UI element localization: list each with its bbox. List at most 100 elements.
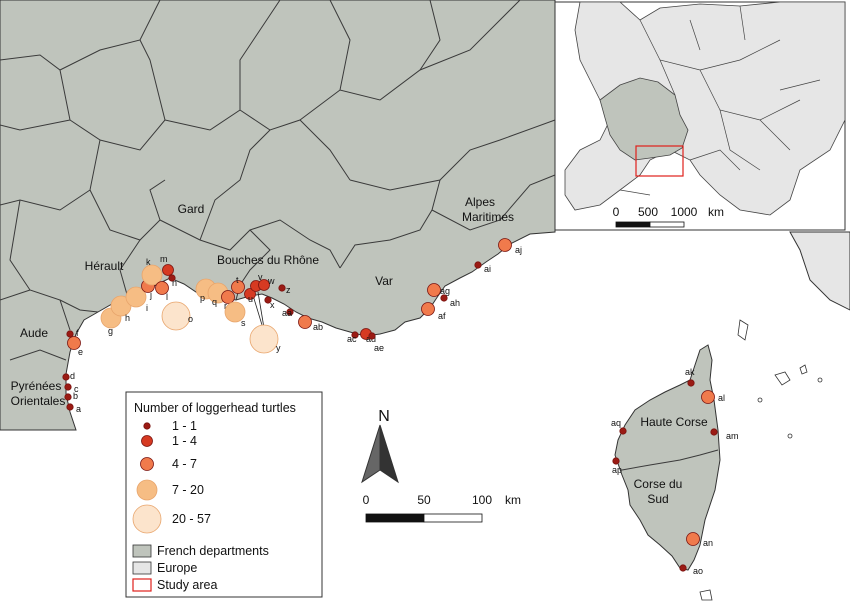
site-label-t: t [236, 275, 239, 285]
scalebar: 0 50 100 km [363, 493, 521, 523]
site-label-ap: ap [612, 465, 622, 475]
inset-borders [619, 5, 821, 196]
site-marker-k [141, 264, 163, 286]
legend-class-label-2: 1 - 4 [172, 434, 197, 448]
north-arrow-label: N [378, 408, 390, 425]
site-marker-m [162, 264, 174, 276]
site-marker-i [125, 286, 147, 308]
site-marker-y [249, 324, 279, 354]
site-label-e: e [78, 347, 83, 357]
site-label-w: w [267, 276, 275, 286]
site-marker-t [231, 280, 245, 294]
region-label-alpes-line2: Maritimes [462, 210, 514, 224]
site-label-a: a [76, 404, 81, 414]
site-marker-n [168, 274, 176, 282]
site-marker-x [264, 296, 272, 304]
region-label-haute-corse: Haute Corse [640, 415, 708, 429]
legend-symbol-4 [136, 479, 158, 501]
site-label-q: q [212, 297, 217, 307]
site-markers: abcdefghijklmnopqrstuvwxyzaaabacadaeafag… [62, 238, 739, 576]
site-label-o: o [188, 314, 193, 324]
site-marker-z [278, 284, 286, 292]
site-label-ae: ae [374, 343, 384, 353]
site-marker-ak [687, 379, 695, 387]
site-marker-af [421, 302, 435, 316]
site-label-j: j [149, 290, 152, 300]
site-label-r: r [224, 301, 227, 311]
legend-symbol-1 [143, 422, 151, 430]
site-label-g: g [108, 326, 113, 336]
site-label-am: am [726, 431, 739, 441]
site-marker-ap [612, 457, 620, 465]
legend-europe: Europe [157, 561, 197, 575]
site-marker-ae [368, 332, 376, 340]
site-marker-e [67, 336, 81, 350]
site-marker-c [64, 383, 72, 391]
site-marker-l [155, 281, 169, 295]
site-marker-a [66, 403, 74, 411]
site-label-ai: ai [484, 264, 491, 274]
region-label-alpes-line1: Alpes [465, 195, 495, 209]
site-label-v: v [258, 272, 263, 282]
site-label-ag: ag [440, 286, 450, 296]
islands [699, 319, 823, 601]
mainland-france [0, 0, 556, 431]
site-marker-an [686, 532, 700, 546]
inset-scale-tick-500: 500 [638, 205, 658, 219]
region-label-pyrenees-line2: Orientales [11, 394, 66, 408]
site-marker-aq [619, 427, 627, 435]
site-marker-ai [474, 261, 482, 269]
legend-symbol-2 [141, 435, 153, 447]
region-label-herault: Hérault [85, 259, 124, 273]
site-label-aa: aa [282, 308, 292, 318]
italy-edge [789, 231, 850, 311]
inset-scale-unit: km [708, 205, 724, 219]
scale-tick-50: 50 [417, 493, 431, 507]
department-borders [0, 0, 556, 361]
site-marker-al [701, 390, 715, 404]
inset-scale-tick-1000: 1000 [671, 205, 698, 219]
site-label-ac: ac [347, 334, 357, 344]
site-label-ao: ao [693, 566, 703, 576]
site-label-i: i [146, 303, 148, 313]
region-label-pyrenees-line1: Pyrénées [11, 379, 62, 393]
site-label-y: y [276, 343, 281, 353]
site-label-aj: aj [515, 245, 522, 255]
legend-class-label-1: 1 - 1 [172, 419, 197, 433]
site-label-z: z [286, 285, 291, 295]
site-label-s: s [241, 318, 246, 328]
site-label-an: an [703, 538, 713, 548]
region-labels: Gard Hérault Bouches du Rhône Var Alpes … [11, 195, 708, 506]
region-label-corse-sud-line1: Corse du [634, 477, 683, 491]
site-label-p: p [200, 293, 205, 303]
site-marker-b [64, 393, 72, 401]
site-label-l: l [166, 292, 168, 302]
north-arrow: N [361, 408, 399, 484]
scale-tick-100: 100 [472, 493, 492, 507]
site-label-al: al [718, 393, 725, 403]
site-label-k: k [146, 257, 151, 267]
region-label-corse-sud-line2: Sud [647, 492, 668, 506]
legend-class-label-5: 20 - 57 [172, 512, 211, 526]
inset-study-area [635, 145, 684, 177]
site-label-ak: ak [685, 367, 695, 377]
corsica [614, 344, 721, 571]
legend-study-area: Study area [157, 578, 218, 592]
site-label-h: h [125, 313, 130, 323]
site-marker-ah [440, 294, 448, 302]
region-label-var: Var [375, 274, 393, 288]
site-marker-f [66, 330, 74, 338]
legend-class-label-3: 4 - 7 [172, 457, 197, 471]
site-marker-ag [427, 283, 441, 297]
site-label-m: m [160, 254, 168, 264]
site-label-c: c [74, 384, 79, 394]
legend-title: Number of loggerhead turtles [134, 401, 296, 415]
site-label-x: x [270, 300, 275, 310]
inset-map: 0 500 1000 km [554, 1, 846, 231]
region-label-gard: Gard [178, 202, 205, 216]
site-marker-ao [679, 564, 687, 572]
site-label-ah: ah [450, 298, 460, 308]
site-marker-aa [286, 308, 294, 316]
site-marker-r [221, 290, 235, 304]
